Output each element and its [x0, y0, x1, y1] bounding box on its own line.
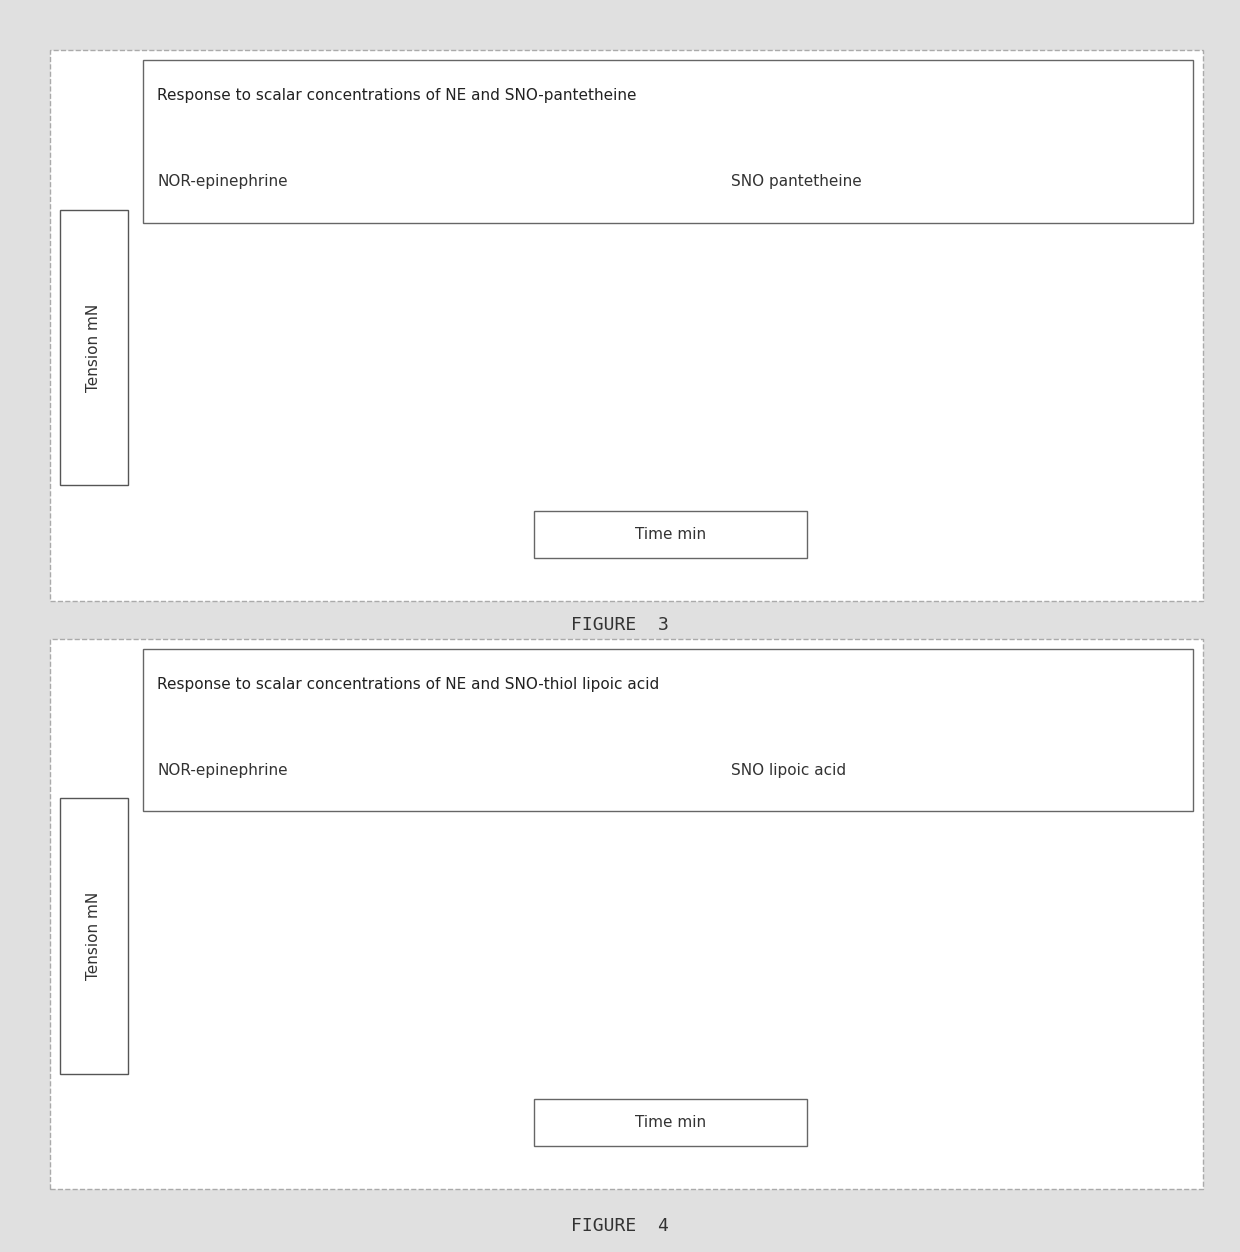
Text: 10⁻⁸: 10⁻⁸	[185, 476, 213, 488]
Text: 10⁻⁴: 10⁻⁴	[469, 341, 497, 354]
Text: 10⁻⁴: 10⁻⁴	[856, 353, 884, 366]
Text: FIGURE  3: FIGURE 3	[572, 616, 668, 634]
Text: NOR-epinephrine: NOR-epinephrine	[157, 762, 288, 777]
Text: 10⁻⁵: 10⁻⁵	[671, 905, 699, 918]
Text: Tension mN: Tension mN	[86, 891, 102, 980]
Text: 10⁻³: 10⁻³	[1039, 998, 1069, 1010]
Text: FIGURE  4: FIGURE 4	[572, 1217, 668, 1234]
Text: 10⁻⁶: 10⁻⁶	[303, 402, 331, 416]
Text: 10⁻³: 10⁻³	[553, 905, 582, 918]
Text: Tension mN: Tension mN	[86, 303, 102, 392]
Text: 10⁻⁷: 10⁻⁷	[247, 1028, 277, 1040]
Text: NOR-epinephrine: NOR-epinephrine	[157, 174, 288, 189]
Text: Time min: Time min	[635, 527, 707, 542]
Text: Time min: Time min	[635, 1116, 707, 1131]
Text: Response to scalar concentrations of NE and SNO-thiol lipoic acid: Response to scalar concentrations of NE …	[157, 677, 660, 692]
Text: 10⁻⁶: 10⁻⁶	[303, 990, 331, 1004]
Text: 10⁻⁸: 10⁻⁸	[185, 1064, 213, 1077]
Text: 10⁻⁴: 10⁻⁴	[469, 929, 497, 943]
Text: 10⁻⁵: 10⁻⁵	[376, 958, 405, 970]
Text: 10⁻⁵: 10⁻⁵	[697, 317, 725, 329]
Text: Response to scalar concentrations of NE and SNO-pantetheine: Response to scalar concentrations of NE …	[157, 89, 637, 104]
Text: 10⁻⁷: 10⁻⁷	[247, 439, 277, 452]
Text: 10⁻⁴: 10⁻⁴	[856, 952, 884, 964]
Text: 10⁻³: 10⁻³	[1039, 397, 1069, 411]
Text: 10⁻⁵: 10⁻⁵	[376, 369, 405, 382]
Text: 10⁻³: 10⁻³	[553, 317, 582, 329]
Text: SNO pantetheine: SNO pantetheine	[730, 174, 862, 189]
Text: SNO lipoic acid: SNO lipoic acid	[730, 762, 846, 777]
